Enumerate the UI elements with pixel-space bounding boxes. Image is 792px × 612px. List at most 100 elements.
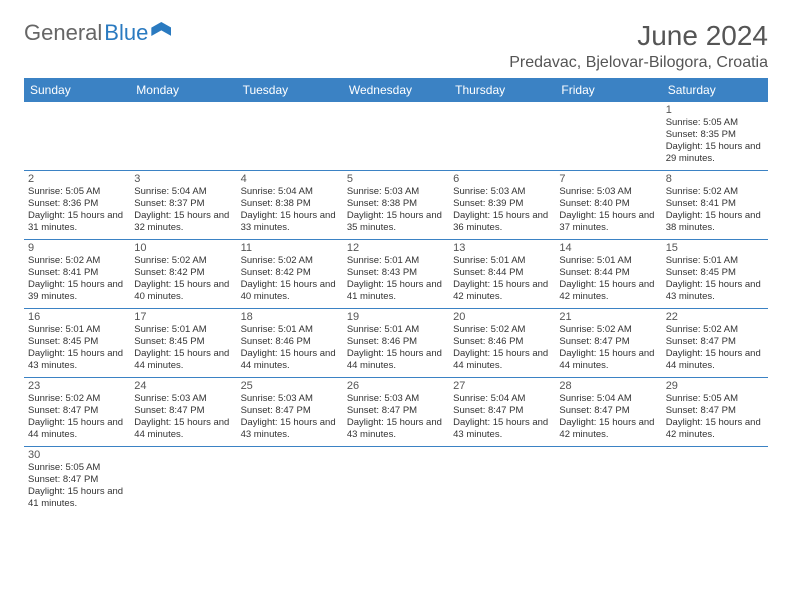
day-number: 10 bbox=[134, 242, 232, 254]
day-header: Friday bbox=[555, 78, 661, 102]
calendar-cell: 8Sunrise: 5:02 AMSunset: 8:41 PMDaylight… bbox=[662, 171, 768, 239]
calendar-cell: 30Sunrise: 5:05 AMSunset: 8:47 PMDayligh… bbox=[24, 447, 130, 515]
calendar-cell: 4Sunrise: 5:04 AMSunset: 8:38 PMDaylight… bbox=[237, 171, 343, 239]
day-info: Sunrise: 5:05 AMSunset: 8:35 PMDaylight:… bbox=[666, 117, 764, 165]
day-info: Sunrise: 5:03 AMSunset: 8:47 PMDaylight:… bbox=[347, 393, 445, 441]
day-number: 18 bbox=[241, 311, 339, 323]
calendar-cell: 27Sunrise: 5:04 AMSunset: 8:47 PMDayligh… bbox=[449, 378, 555, 446]
calendar-cell: 15Sunrise: 5:01 AMSunset: 8:45 PMDayligh… bbox=[662, 240, 768, 308]
calendar-cell bbox=[555, 102, 661, 170]
calendar-cell bbox=[555, 447, 661, 515]
day-number: 16 bbox=[28, 311, 126, 323]
day-info: Sunrise: 5:04 AMSunset: 8:37 PMDaylight:… bbox=[134, 186, 232, 234]
calendar-cell: 21Sunrise: 5:02 AMSunset: 8:47 PMDayligh… bbox=[555, 309, 661, 377]
calendar-cell: 14Sunrise: 5:01 AMSunset: 8:44 PMDayligh… bbox=[555, 240, 661, 308]
calendar-cell: 23Sunrise: 5:02 AMSunset: 8:47 PMDayligh… bbox=[24, 378, 130, 446]
calendar-cell bbox=[343, 102, 449, 170]
calendar-cell: 6Sunrise: 5:03 AMSunset: 8:39 PMDaylight… bbox=[449, 171, 555, 239]
week-row: 2Sunrise: 5:05 AMSunset: 8:36 PMDaylight… bbox=[24, 171, 768, 240]
day-number: 12 bbox=[347, 242, 445, 254]
title-block: June 2024 Predavac, Bjelovar-Bilogora, C… bbox=[509, 20, 768, 72]
calendar-cell: 2Sunrise: 5:05 AMSunset: 8:36 PMDaylight… bbox=[24, 171, 130, 239]
day-info: Sunrise: 5:01 AMSunset: 8:46 PMDaylight:… bbox=[347, 324, 445, 372]
day-info: Sunrise: 5:02 AMSunset: 8:42 PMDaylight:… bbox=[241, 255, 339, 303]
day-number: 22 bbox=[666, 311, 764, 323]
logo-text-blue: Blue bbox=[104, 20, 148, 46]
day-info: Sunrise: 5:04 AMSunset: 8:47 PMDaylight:… bbox=[453, 393, 551, 441]
day-number: 5 bbox=[347, 173, 445, 185]
day-number: 6 bbox=[453, 173, 551, 185]
calendar-cell: 26Sunrise: 5:03 AMSunset: 8:47 PMDayligh… bbox=[343, 378, 449, 446]
day-number: 29 bbox=[666, 380, 764, 392]
day-number: 11 bbox=[241, 242, 339, 254]
week-row: 23Sunrise: 5:02 AMSunset: 8:47 PMDayligh… bbox=[24, 378, 768, 447]
day-info: Sunrise: 5:01 AMSunset: 8:43 PMDaylight:… bbox=[347, 255, 445, 303]
day-info: Sunrise: 5:03 AMSunset: 8:47 PMDaylight:… bbox=[134, 393, 232, 441]
page-title: June 2024 bbox=[509, 20, 768, 52]
logo: General Blue bbox=[24, 20, 171, 46]
calendar-cell: 10Sunrise: 5:02 AMSunset: 8:42 PMDayligh… bbox=[130, 240, 236, 308]
calendar-cell: 25Sunrise: 5:03 AMSunset: 8:47 PMDayligh… bbox=[237, 378, 343, 446]
calendar-cell: 17Sunrise: 5:01 AMSunset: 8:45 PMDayligh… bbox=[130, 309, 236, 377]
calendar-cell bbox=[237, 447, 343, 515]
location-text: Predavac, Bjelovar-Bilogora, Croatia bbox=[509, 54, 768, 72]
header: General Blue June 2024 Predavac, Bjelova… bbox=[24, 20, 768, 72]
calendar-cell bbox=[343, 447, 449, 515]
day-header: Saturday bbox=[662, 78, 768, 102]
week-row: 16 Sunrise: 5:01 AMSunset: 8:45 PMDayligh… bbox=[24, 309, 768, 378]
day-number: 24 bbox=[134, 380, 232, 392]
day-number: 2 bbox=[28, 173, 126, 185]
calendar-cell: 9Sunrise: 5:02 AMSunset: 8:41 PMDaylight… bbox=[24, 240, 130, 308]
calendar-cell bbox=[237, 102, 343, 170]
day-number: 21 bbox=[559, 311, 657, 323]
day-number: 20 bbox=[453, 311, 551, 323]
calendar: SundayMondayTuesdayWednesdayThursdayFrid… bbox=[24, 78, 768, 515]
calendar-cell: 16Sunrise: 5:01 AMSunset: 8:45 PMDayligh… bbox=[24, 309, 130, 377]
calendar-cell bbox=[449, 447, 555, 515]
calendar-cell bbox=[130, 447, 236, 515]
day-info: Sunrise: 5:05 AMSunset: 8:47 PMDaylight:… bbox=[28, 462, 126, 510]
day-info: Sunrise: 5:01 AMSunset: 8:46 PMDaylight:… bbox=[241, 324, 339, 372]
day-info: Sunrise: 5:04 AMSunset: 8:38 PMDaylight:… bbox=[241, 186, 339, 234]
day-header-row: SundayMondayTuesdayWednesdayThursdayFrid… bbox=[24, 78, 768, 102]
calendar-cell: 19Sunrise: 5:01 AMSunset: 8:46 PMDayligh… bbox=[343, 309, 449, 377]
calendar-cell: 29Sunrise: 5:05 AMSunset: 8:47 PMDayligh… bbox=[662, 378, 768, 446]
calendar-cell: 22Sunrise: 5:02 AMSunset: 8:47 PMDayligh… bbox=[662, 309, 768, 377]
day-info: Sunrise: 5:01 AMSunset: 8:44 PMDaylight:… bbox=[453, 255, 551, 303]
day-info: Sunrise: 5:02 AMSunset: 8:42 PMDaylight:… bbox=[134, 255, 232, 303]
calendar-cell: 5Sunrise: 5:03 AMSunset: 8:38 PMDaylight… bbox=[343, 171, 449, 239]
day-number: 8 bbox=[666, 173, 764, 185]
calendar-cell: 20Sunrise: 5:02 AMSunset: 8:46 PMDayligh… bbox=[449, 309, 555, 377]
day-info: Sunrise: 5:01 AMSunset: 8:44 PMDaylight:… bbox=[559, 255, 657, 303]
calendar-cell: 7Sunrise: 5:03 AMSunset: 8:40 PMDaylight… bbox=[555, 171, 661, 239]
day-number: 19 bbox=[347, 311, 445, 323]
day-info: Sunrise: 5:01 AMSunset: 8:45 PMDaylight:… bbox=[134, 324, 232, 372]
day-info: Sunrise: 5:03 AMSunset: 8:39 PMDaylight:… bbox=[453, 186, 551, 234]
day-header: Tuesday bbox=[237, 78, 343, 102]
calendar-cell bbox=[24, 102, 130, 170]
day-info: Sunrise: 5:05 AMSunset: 8:47 PMDaylight:… bbox=[666, 393, 764, 441]
calendar-cell: 28Sunrise: 5:04 AMSunset: 8:47 PMDayligh… bbox=[555, 378, 661, 446]
day-number: 23 bbox=[28, 380, 126, 392]
day-info: Sunrise: 5:05 AMSunset: 8:36 PMDaylight:… bbox=[28, 186, 126, 234]
day-info: Sunrise: 5:02 AMSunset: 8:47 PMDaylight:… bbox=[666, 324, 764, 372]
day-info: Sunrise: 5:03 AMSunset: 8:38 PMDaylight:… bbox=[347, 186, 445, 234]
day-info: Sunrise: 5:02 AMSunset: 8:47 PMDaylight:… bbox=[28, 393, 126, 441]
day-number: 14 bbox=[559, 242, 657, 254]
week-row: 1Sunrise: 5:05 AMSunset: 8:35 PMDaylight… bbox=[24, 102, 768, 171]
day-number: 17 bbox=[134, 311, 232, 323]
day-number: 3 bbox=[134, 173, 232, 185]
day-header: Wednesday bbox=[343, 78, 449, 102]
day-number: 30 bbox=[28, 449, 126, 461]
day-header: Sunday bbox=[24, 78, 130, 102]
day-number: 26 bbox=[347, 380, 445, 392]
day-number: 15 bbox=[666, 242, 764, 254]
calendar-cell: 1Sunrise: 5:05 AMSunset: 8:35 PMDaylight… bbox=[662, 102, 768, 170]
day-info: Sunrise: 5:02 AMSunset: 8:41 PMDaylight:… bbox=[666, 186, 764, 234]
calendar-cell: 3Sunrise: 5:04 AMSunset: 8:37 PMDaylight… bbox=[130, 171, 236, 239]
calendar-body: 1Sunrise: 5:05 AMSunset: 8:35 PMDaylight… bbox=[24, 102, 768, 515]
week-row: 30Sunrise: 5:05 AMSunset: 8:47 PMDayligh… bbox=[24, 447, 768, 515]
day-info: Sunrise: 5:01 AMSunset: 8:45 PMDaylight:… bbox=[666, 255, 764, 303]
day-number: 27 bbox=[453, 380, 551, 392]
day-header: Thursday bbox=[449, 78, 555, 102]
